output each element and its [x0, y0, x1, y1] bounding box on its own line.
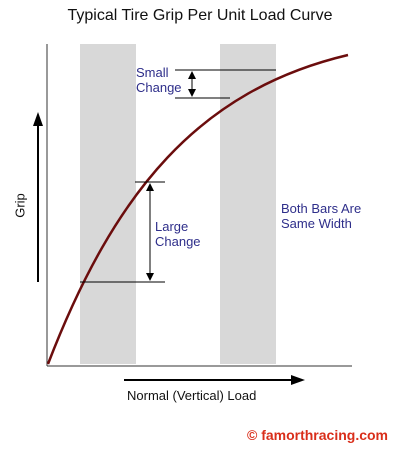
copyright-notice: © famorthracing.com [246, 427, 388, 443]
x-axis-label: Normal (Vertical) Load [127, 388, 257, 403]
large-change-arrowhead-down [146, 273, 154, 281]
left-load-bar [80, 44, 136, 364]
small-change-arrowhead-up [188, 71, 196, 79]
large-change-label: Large Change [155, 219, 201, 249]
bars-note: Both Bars Are Same Width [281, 201, 362, 231]
diagram-title: Typical Tire Grip Per Unit Load Curve [67, 7, 333, 24]
load-direction-arrowhead [291, 375, 305, 385]
large-change-arrowhead-up [146, 183, 154, 191]
right-load-bar [220, 44, 276, 364]
small-change-arrowhead-down [188, 89, 196, 97]
y-axis-label: Grip [12, 193, 28, 218]
grip-direction-arrowhead [33, 112, 43, 126]
small-change-label: Small Change [136, 65, 182, 95]
grip-curve [46, 53, 349, 365]
